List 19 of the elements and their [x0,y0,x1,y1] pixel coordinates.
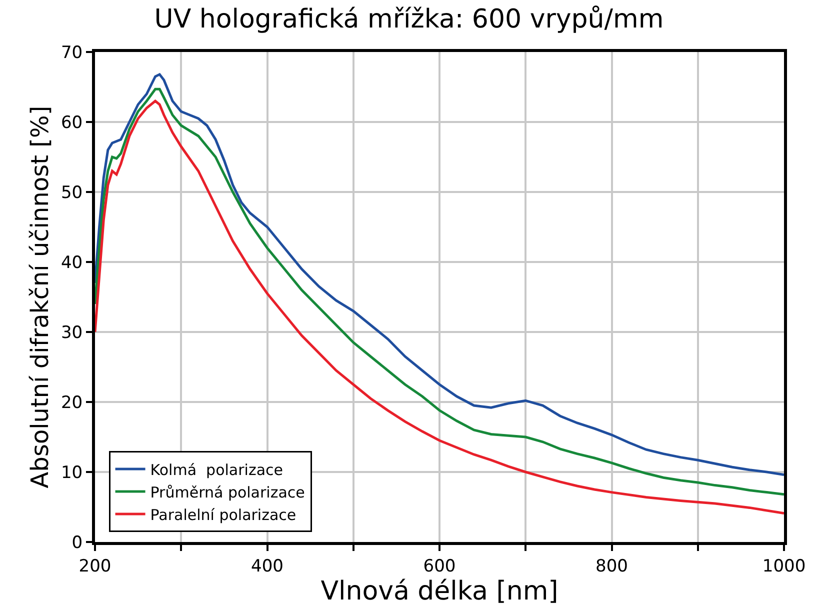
x-tick-label: 1000 [762,556,806,576]
y-tick-label: 60 [60,112,83,133]
y-tick-label: 50 [60,182,83,203]
legend-label: Paralelní polarizace [150,506,296,524]
y-tick-label: 30 [60,322,83,343]
x-tick-label: 200 [78,556,112,576]
legend-label: Průměrná polarizace [150,483,305,502]
x-tick-label: 800 [596,556,628,576]
x-axis-title: Vlnová délka [nm] [320,576,558,606]
x-tick-label: 400 [251,556,284,576]
y-tick-label: 10 [60,462,83,483]
x-tick-label: 600 [423,556,456,576]
chart-title: UV holografická mřížka: 600 vrypů/mm [154,4,664,34]
y-tick-label: 40 [60,252,83,273]
y-tick-label: 20 [60,392,83,413]
y-axis-title: Absolutní difrakční účinnost [%] [26,106,54,488]
y-tick-label: 0 [72,532,83,553]
legend-label: Kolmá polarizace [150,460,283,479]
y-tick-label: 70 [60,42,83,63]
